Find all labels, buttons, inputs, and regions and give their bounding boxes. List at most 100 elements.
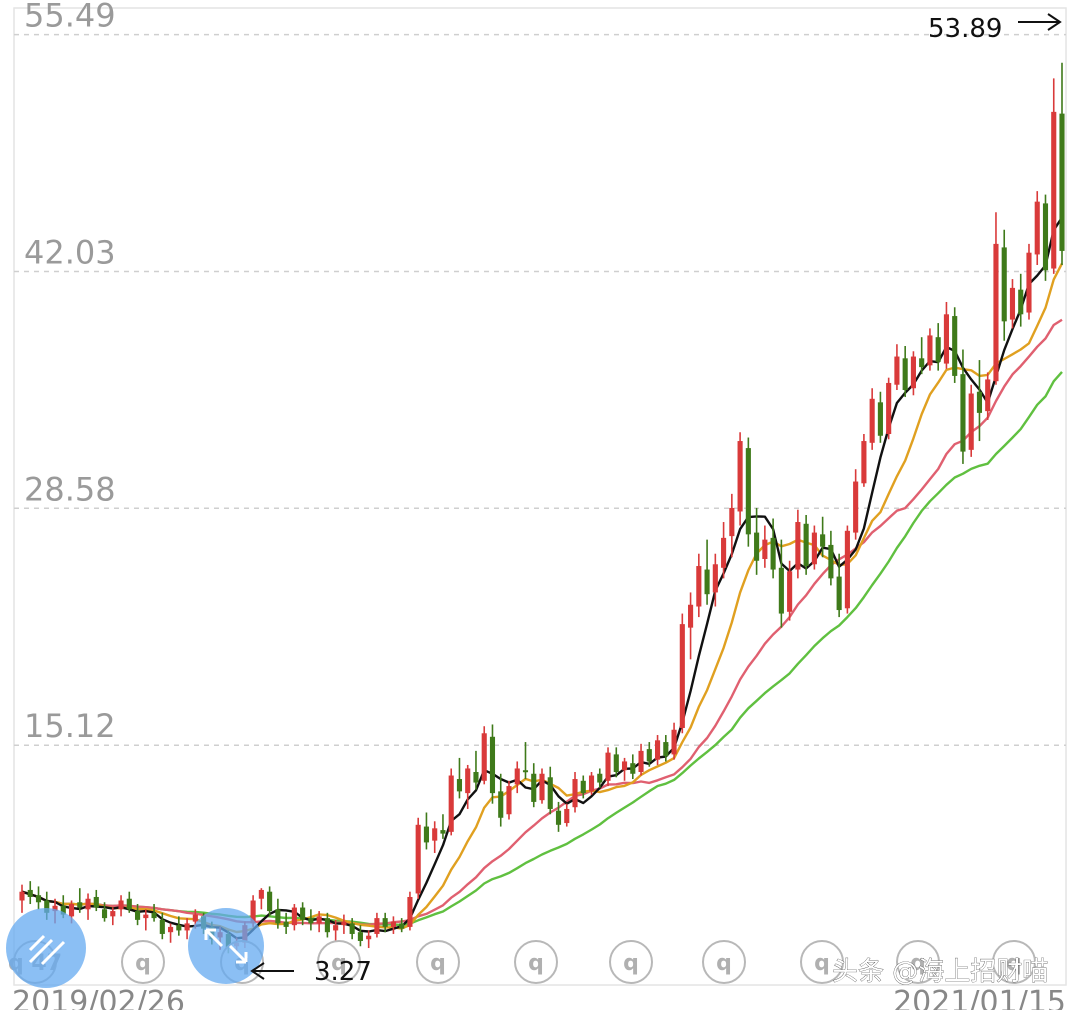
candle-body (349, 923, 355, 934)
candle-body (803, 523, 809, 567)
y-tick-label: 28.58 (24, 470, 116, 508)
candle-body (886, 382, 892, 435)
candle-body (93, 896, 99, 908)
candle-body (770, 537, 776, 570)
candle-body (522, 770, 529, 773)
q-badge-circle (121, 940, 165, 984)
candle-body (366, 935, 372, 940)
overlay: q 47qqqqqqqqqq (6, 908, 1036, 988)
candle-body (399, 923, 405, 929)
candle-body (481, 733, 487, 781)
candle-body (101, 909, 108, 919)
candle-body (134, 911, 141, 920)
grid (13, 7, 1067, 986)
candle-body (778, 567, 784, 614)
candle-body (52, 905, 58, 912)
candle-body (745, 448, 751, 535)
candle-body (547, 777, 553, 809)
end-date-label: 2021/01/15 (893, 985, 1066, 1010)
candle-body (588, 775, 595, 792)
q-badge-label: q (528, 951, 544, 976)
candle-body (696, 566, 702, 607)
candle-body (927, 335, 933, 366)
candle-body (250, 900, 256, 924)
q-badge-circle (416, 940, 460, 984)
candle-body (762, 539, 768, 559)
candle-body (68, 904, 75, 917)
y-axis: 55.49 42.03 28.58 15.12 (24, 0, 116, 745)
candle-body (754, 532, 760, 561)
candle-body (671, 729, 677, 755)
start-date-label: 2019/02/26 (12, 985, 185, 1010)
q-badge-label: q (331, 951, 347, 976)
candle-body (1009, 287, 1016, 320)
candle-body (159, 919, 165, 934)
fast-forward-icon-glyph (28, 934, 66, 966)
candle-body (35, 895, 42, 903)
candle-body (539, 773, 545, 801)
candle-body (952, 316, 958, 376)
candle-body (721, 537, 727, 568)
candle-body (44, 900, 50, 913)
candle-body (85, 898, 91, 910)
low-arrow-icon (250, 962, 294, 980)
candle-body (704, 569, 710, 595)
candle-body (407, 896, 413, 927)
candle-body (993, 243, 999, 382)
y-tick-label: 42.03 (24, 234, 116, 272)
candles (19, 62, 1065, 954)
candle-body (894, 356, 900, 385)
candle-body (283, 921, 289, 927)
candle-body (357, 932, 363, 941)
candle-body (910, 356, 916, 389)
candle-body (688, 604, 694, 628)
candle-body (580, 780, 586, 794)
q-badge-circle (514, 940, 558, 984)
candle-body (316, 916, 322, 924)
candle-body (448, 775, 454, 832)
candle-body (110, 911, 116, 917)
q-badge-label: q (716, 951, 732, 976)
candle-body (1026, 252, 1032, 313)
candle-body (844, 530, 850, 609)
candle-body (919, 358, 925, 368)
candle-body (564, 808, 570, 824)
candle-body (341, 921, 347, 926)
candle-body (333, 925, 339, 931)
candle-body (423, 826, 430, 843)
candle-body (19, 891, 25, 901)
plot-frame (13, 7, 1067, 986)
candle-body (836, 576, 842, 611)
candle-body (935, 337, 941, 362)
candle-body (555, 810, 562, 825)
candle-body (1051, 111, 1057, 269)
q-badge-circle (896, 940, 940, 984)
candle-body (300, 907, 306, 920)
q-badge-circle (317, 940, 361, 984)
q-badge-circle (609, 940, 653, 984)
candle-body (324, 918, 330, 933)
candle-body (118, 900, 124, 910)
candle-body (143, 914, 149, 919)
candle-body (465, 768, 471, 794)
candle-body (737, 441, 743, 512)
candle-body (440, 830, 446, 834)
candle-body (390, 921, 396, 927)
candle-body (506, 786, 512, 815)
candle-body (960, 374, 966, 452)
expand-icon (188, 908, 264, 984)
candle-body (572, 779, 578, 808)
candle-body (1042, 203, 1049, 271)
candle-body (597, 773, 603, 783)
candle-body (828, 544, 834, 579)
candle-body (473, 771, 479, 783)
candle-body (985, 379, 991, 412)
candle-body (1059, 113, 1065, 251)
candle-body (456, 779, 463, 792)
q-badge-label: q (910, 951, 926, 976)
q-badge-circle (702, 940, 746, 984)
candle-body (291, 907, 297, 926)
candle-body (308, 918, 314, 924)
y-tick-label: 15.12 (24, 707, 116, 745)
candle-body (613, 754, 619, 772)
